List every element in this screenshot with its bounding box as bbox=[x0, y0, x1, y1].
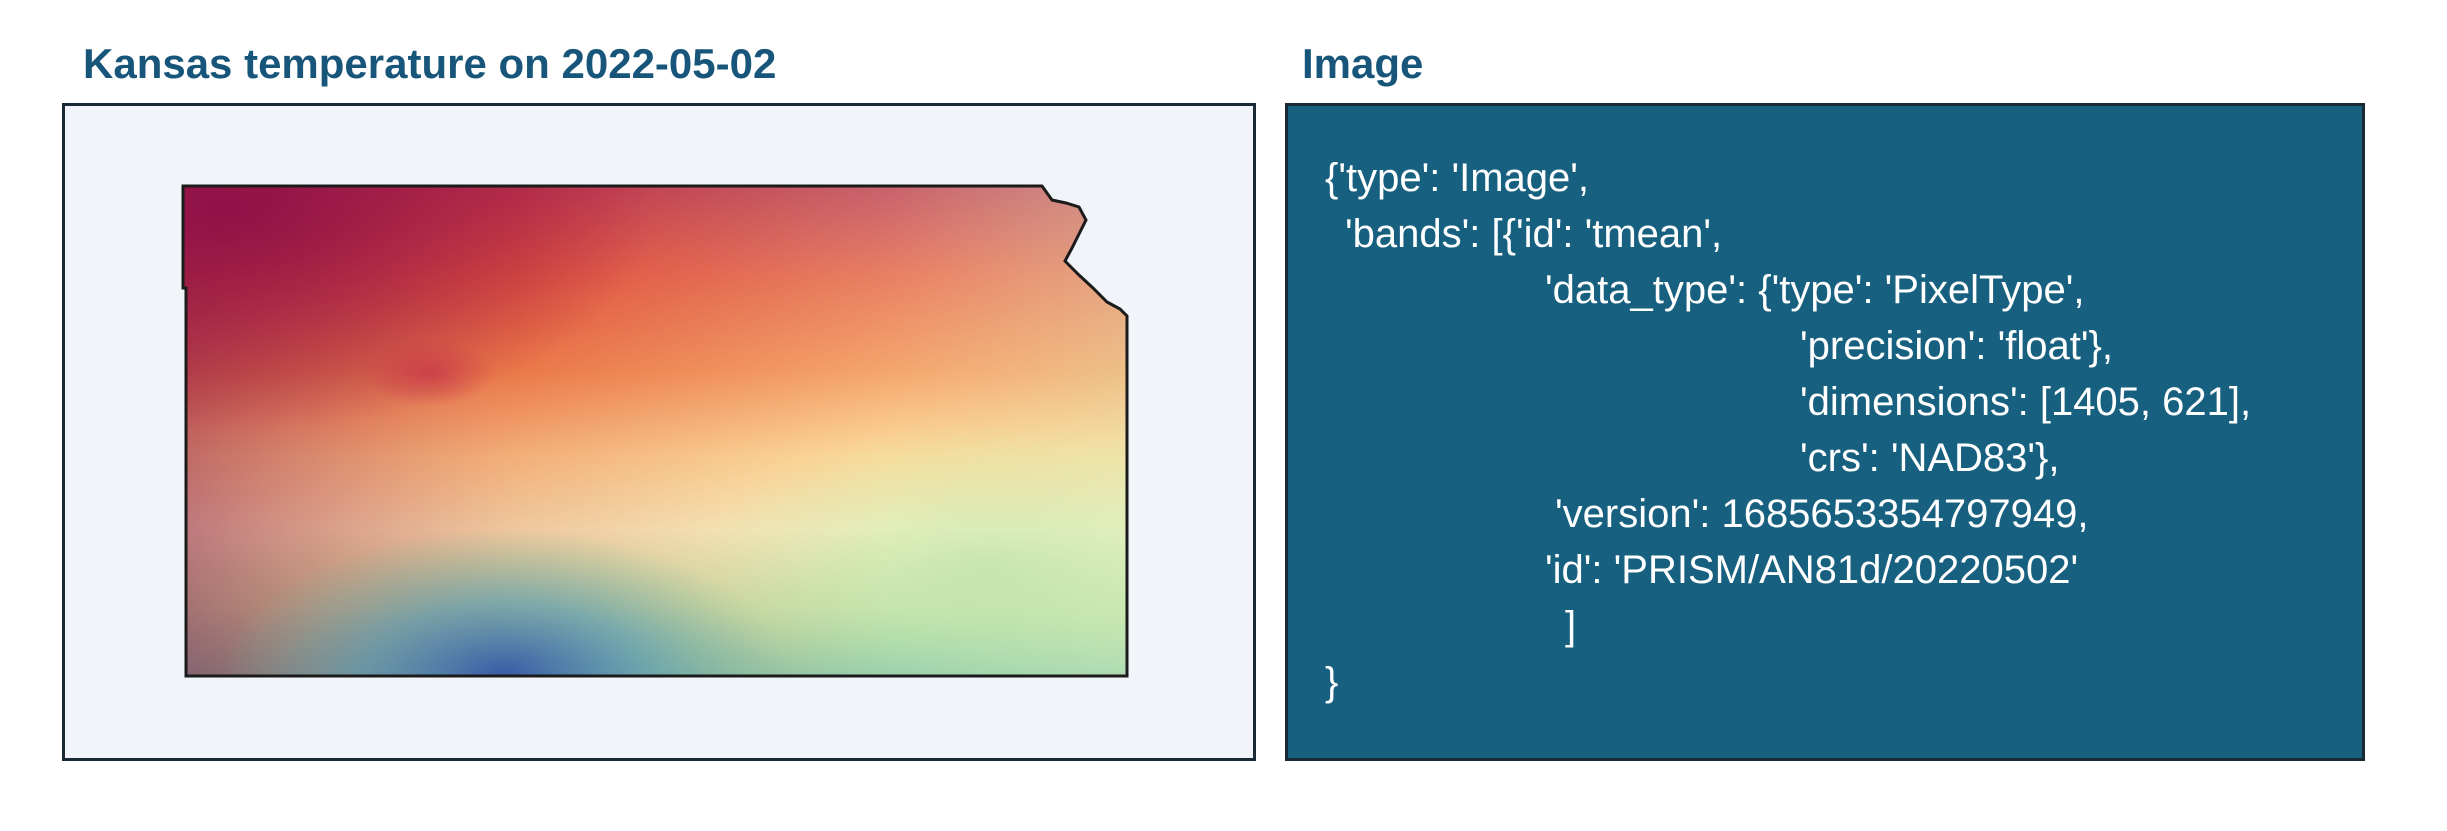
code-line: 'dimensions': [1405, 621], bbox=[1800, 380, 2252, 424]
code-line: 'crs': 'NAD83'}, bbox=[1800, 436, 2060, 480]
metadata-title: Image bbox=[1302, 40, 1424, 87]
code-line: 'id': 'PRISM/AN81d/20220502' bbox=[1545, 548, 2079, 592]
code-line: 'bands': [{'id': 'tmean', bbox=[1345, 212, 1723, 256]
code-line: 'data_type': {'type': 'PixelType', bbox=[1545, 268, 2085, 312]
code-line: {'type': 'Image', bbox=[1325, 156, 1590, 200]
code-line: } bbox=[1325, 660, 1339, 704]
image-metadata-panel: {'type': 'Image', 'bands': [{'id': 'tmea… bbox=[1285, 103, 2365, 761]
code-line: 'version': 1685653354797949, bbox=[1555, 492, 2089, 536]
code-line: ] bbox=[1565, 604, 1577, 648]
kansas-heatmap-svg bbox=[181, 184, 1129, 678]
code-line: 'precision': 'float'}, bbox=[1800, 324, 2113, 368]
kansas-temperature-map bbox=[62, 103, 1256, 761]
kansas-state-shape bbox=[181, 184, 1129, 678]
map-title: Kansas temperature on 2022-05-02 bbox=[83, 40, 777, 87]
